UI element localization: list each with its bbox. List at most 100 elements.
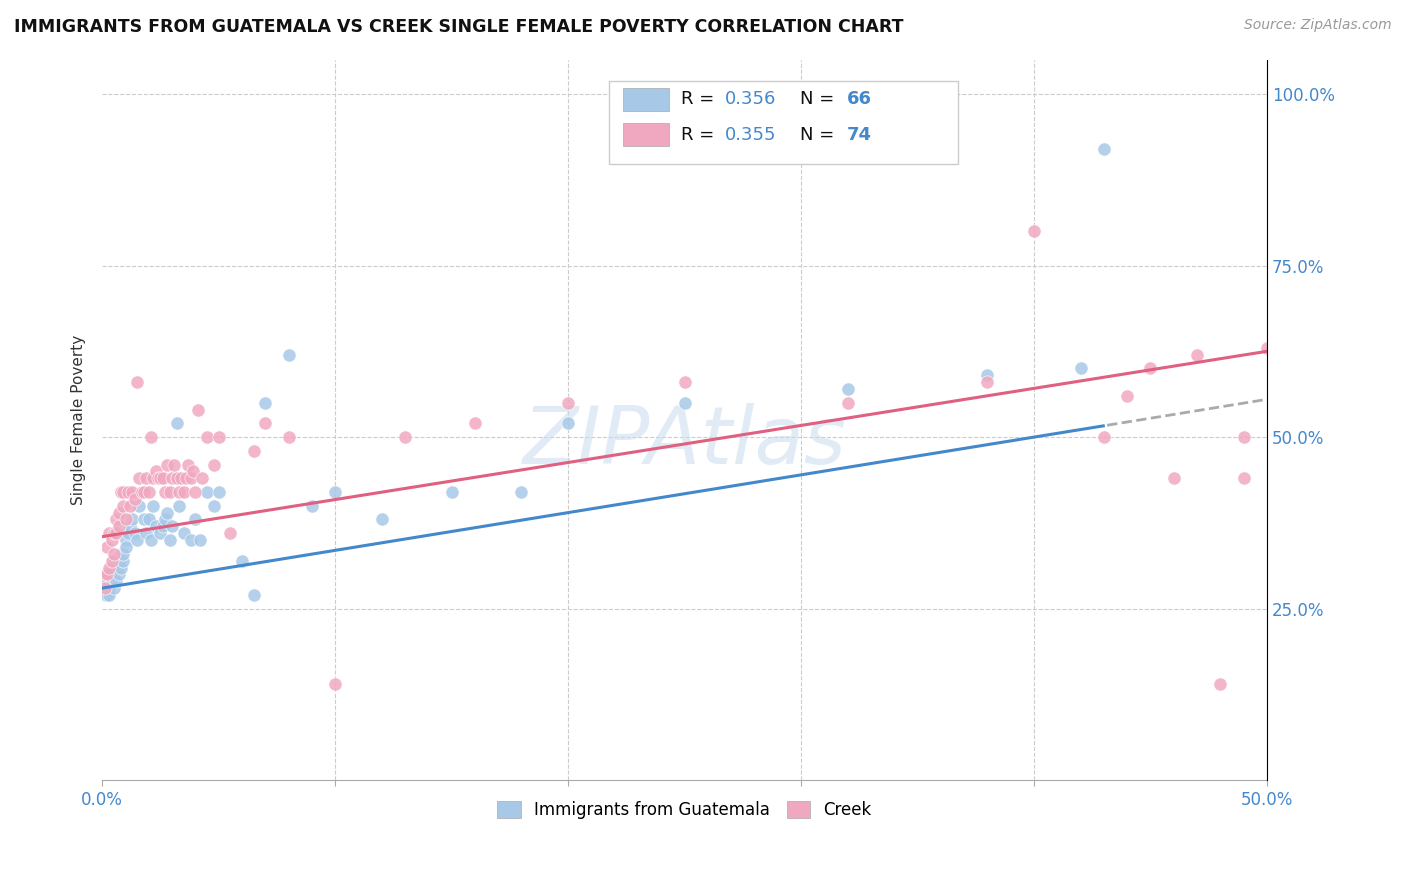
Point bbox=[195, 485, 218, 500]
Point bbox=[103, 581, 125, 595]
Point bbox=[173, 485, 195, 500]
Point bbox=[98, 567, 121, 582]
Point bbox=[139, 533, 162, 547]
Point bbox=[673, 396, 696, 410]
Point bbox=[142, 471, 165, 485]
Point bbox=[195, 430, 218, 444]
Text: R =: R = bbox=[681, 90, 720, 108]
Point bbox=[163, 458, 186, 472]
Point bbox=[149, 471, 172, 485]
Point bbox=[254, 417, 277, 431]
Point bbox=[1070, 361, 1092, 376]
Point bbox=[156, 506, 179, 520]
Point bbox=[114, 533, 136, 547]
Point bbox=[173, 526, 195, 541]
Point bbox=[103, 567, 125, 582]
Point bbox=[394, 430, 416, 444]
Point bbox=[323, 677, 346, 691]
Point bbox=[120, 499, 142, 513]
Text: Source: ZipAtlas.com: Source: ZipAtlas.com bbox=[1244, 18, 1392, 32]
Text: 0.356: 0.356 bbox=[725, 90, 776, 108]
Point bbox=[177, 458, 200, 472]
Point bbox=[152, 471, 174, 485]
Point bbox=[110, 560, 132, 574]
Point bbox=[114, 512, 136, 526]
Point bbox=[117, 485, 139, 500]
Point bbox=[202, 499, 225, 513]
Point bbox=[128, 499, 150, 513]
Point bbox=[124, 491, 146, 506]
Point bbox=[114, 540, 136, 554]
Point bbox=[187, 402, 209, 417]
Point bbox=[107, 554, 129, 568]
Point bbox=[98, 588, 121, 602]
Point bbox=[98, 581, 121, 595]
Point bbox=[134, 485, 156, 500]
Point bbox=[153, 485, 176, 500]
Point bbox=[1232, 471, 1254, 485]
Point bbox=[170, 471, 193, 485]
Point bbox=[180, 533, 202, 547]
Point bbox=[134, 512, 156, 526]
Point bbox=[128, 471, 150, 485]
Point bbox=[127, 533, 149, 547]
Point bbox=[96, 567, 118, 582]
Point bbox=[254, 396, 277, 410]
Point bbox=[976, 368, 998, 383]
Point bbox=[96, 588, 118, 602]
Point bbox=[1092, 430, 1115, 444]
Point bbox=[242, 588, 264, 602]
Text: 66: 66 bbox=[846, 90, 872, 108]
Point bbox=[146, 471, 169, 485]
Point bbox=[96, 567, 118, 582]
Point bbox=[1232, 430, 1254, 444]
Point bbox=[96, 540, 118, 554]
Point bbox=[105, 560, 128, 574]
Point bbox=[181, 465, 204, 479]
Point bbox=[124, 526, 146, 541]
Point bbox=[166, 471, 188, 485]
Point bbox=[277, 348, 299, 362]
Point bbox=[93, 567, 115, 582]
Point bbox=[120, 519, 142, 533]
Point bbox=[231, 554, 253, 568]
Legend: Immigrants from Guatemala, Creek: Immigrants from Guatemala, Creek bbox=[491, 795, 879, 826]
Point bbox=[112, 499, 135, 513]
Point bbox=[93, 581, 115, 595]
Point bbox=[149, 526, 172, 541]
Point bbox=[557, 396, 579, 410]
Point bbox=[100, 567, 122, 582]
Point bbox=[135, 471, 157, 485]
Point bbox=[976, 375, 998, 389]
Point bbox=[510, 485, 533, 500]
Point bbox=[100, 574, 122, 589]
Point bbox=[323, 485, 346, 500]
Point bbox=[188, 533, 211, 547]
Point bbox=[138, 485, 160, 500]
Point bbox=[837, 396, 859, 410]
Bar bbox=[623, 123, 669, 146]
Point bbox=[219, 526, 242, 541]
Point bbox=[100, 560, 122, 574]
Point bbox=[110, 485, 132, 500]
Point bbox=[117, 526, 139, 541]
Point bbox=[180, 471, 202, 485]
Point bbox=[100, 554, 122, 568]
Point bbox=[208, 430, 231, 444]
Point bbox=[112, 485, 135, 500]
Point bbox=[103, 526, 125, 541]
Point bbox=[301, 499, 323, 513]
Point bbox=[121, 485, 143, 500]
Point bbox=[96, 574, 118, 589]
Point bbox=[105, 512, 128, 526]
Point bbox=[110, 547, 132, 561]
Point bbox=[138, 512, 160, 526]
Point bbox=[673, 375, 696, 389]
Point bbox=[156, 458, 179, 472]
Point bbox=[142, 499, 165, 513]
Bar bbox=[623, 88, 669, 112]
Point bbox=[440, 485, 463, 500]
Point bbox=[131, 485, 153, 500]
Point bbox=[98, 560, 121, 574]
Point bbox=[1185, 348, 1208, 362]
